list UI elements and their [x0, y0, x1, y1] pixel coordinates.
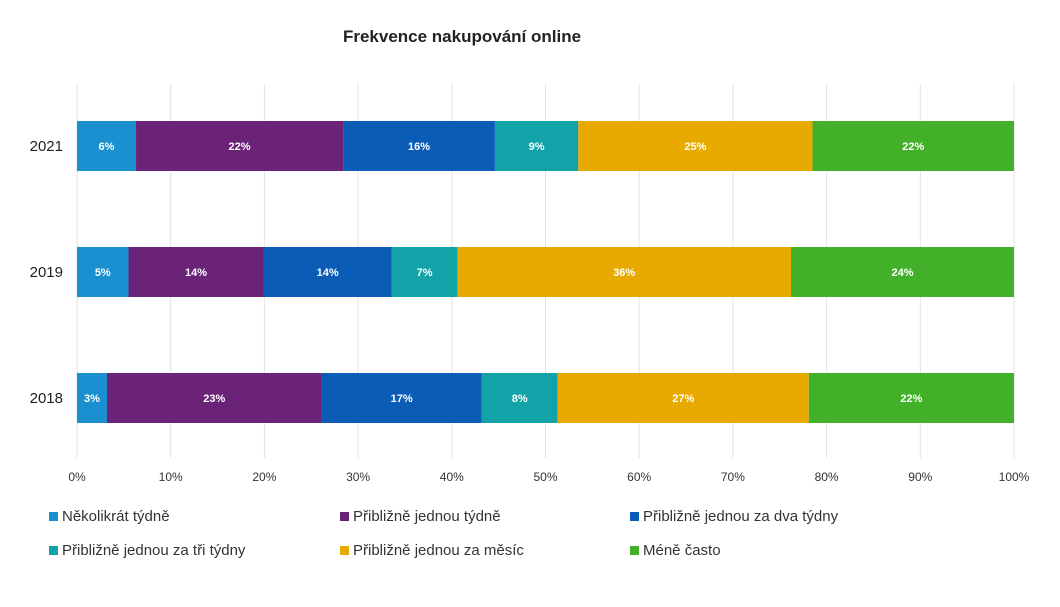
data-label: 14% — [185, 267, 207, 279]
legend-swatch — [630, 512, 639, 521]
legend-label: Přibližně jednou za měsíc — [353, 542, 524, 559]
legend-swatch — [340, 546, 349, 555]
legend-label: Přibližně jednou za tři týdny — [62, 542, 246, 559]
bar-segment — [77, 373, 107, 423]
x-tick-label: 20% — [252, 470, 276, 484]
y-axis: 2021 2019 2018 — [30, 138, 63, 407]
bar-segment — [77, 247, 129, 297]
data-label: 5% — [95, 267, 111, 279]
bar-segment — [812, 121, 1014, 171]
x-tick-label: 70% — [721, 470, 745, 484]
bar-segment — [808, 373, 1014, 423]
bar-segment — [106, 373, 322, 423]
x-tick-label: 80% — [815, 470, 839, 484]
bar-segment — [494, 121, 579, 171]
legend-swatch — [49, 512, 58, 521]
data-label: 3% — [84, 393, 100, 405]
bar-segment — [391, 247, 458, 297]
bar-segment — [77, 121, 137, 171]
data-label: 36% — [613, 267, 635, 279]
x-tick-label: 100% — [999, 470, 1030, 484]
data-label: 9% — [529, 141, 545, 153]
category-label: 2021 — [30, 138, 63, 155]
bar-segment — [578, 121, 813, 171]
bar-segment — [790, 247, 1014, 297]
data-label: 17% — [391, 393, 413, 405]
legend-swatch — [630, 546, 639, 555]
bars: 6% 22% 16% 9% 25% 22% 5% 14% 14% 7% 36% 24% 3% 23% 17%… — [77, 121, 1014, 423]
x-axis: 0% 10% 20% 30% 40% 50% 60% 70% 80% 90% 100% — [68, 470, 1029, 484]
bar-segment — [136, 121, 344, 171]
chart-title: Frekvence nakupování online — [343, 27, 581, 46]
bar-segment — [128, 247, 264, 297]
x-tick-label: 0% — [68, 470, 86, 484]
data-label: 8% — [512, 393, 528, 405]
legend-swatch — [49, 546, 58, 555]
data-label: 22% — [900, 393, 922, 405]
legend-swatch — [340, 512, 349, 521]
data-label: 6% — [99, 141, 115, 153]
bar-segment — [557, 373, 809, 423]
data-label: 16% — [408, 141, 430, 153]
bar-segment — [321, 373, 482, 423]
category-label: 2018 — [30, 390, 63, 407]
legend: Několikrát týdně Přibližně jednou týdně Př… — [49, 508, 839, 559]
x-tick-label: 40% — [440, 470, 464, 484]
x-tick-label: 50% — [533, 470, 557, 484]
bar-segment — [481, 373, 558, 423]
legend-label: Méně často — [643, 542, 721, 559]
data-label: 27% — [672, 393, 694, 405]
bar-segment — [263, 247, 392, 297]
x-tick-label: 90% — [908, 470, 932, 484]
category-label: 2019 — [30, 264, 63, 281]
legend-label: Přibližně jednou týdně — [353, 508, 501, 525]
bar-segment — [457, 247, 791, 297]
x-tick-label: 30% — [346, 470, 370, 484]
data-label: 22% — [229, 141, 251, 153]
legend-label: Několikrát týdně — [62, 508, 170, 525]
x-tick-label: 60% — [627, 470, 651, 484]
data-label: 7% — [417, 267, 433, 279]
data-label: 25% — [684, 141, 706, 153]
x-tick-label: 10% — [159, 470, 183, 484]
bar-segment — [343, 121, 495, 171]
data-label: 14% — [317, 267, 339, 279]
data-label: 23% — [203, 393, 225, 405]
data-label: 24% — [891, 267, 913, 279]
data-label: 22% — [902, 141, 924, 153]
legend-label: Přibližně jednou za dva týdny — [643, 508, 839, 525]
